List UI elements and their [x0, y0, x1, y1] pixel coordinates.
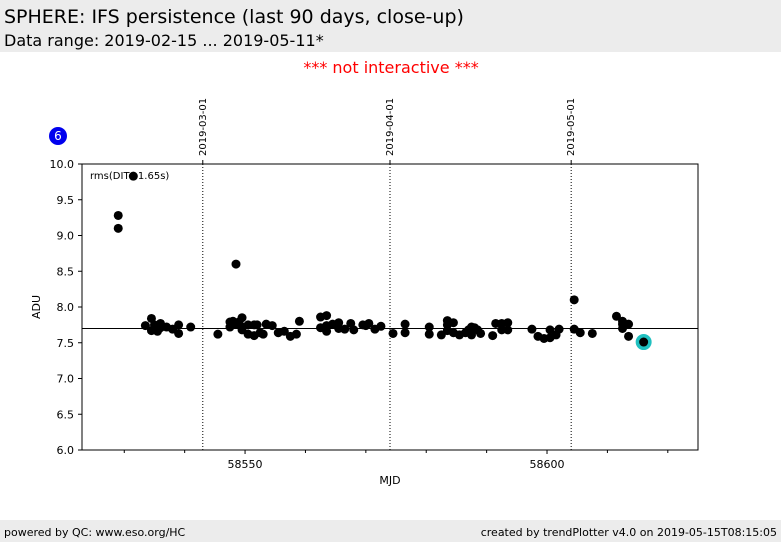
data-point [322, 311, 332, 321]
y-tick-label: 6.5 [57, 408, 75, 421]
data-point [140, 321, 150, 331]
data-point [128, 171, 138, 181]
data-point [174, 320, 184, 330]
data-point [527, 324, 537, 334]
data-point [448, 318, 458, 328]
data-point [267, 321, 277, 331]
y-tick-label: 6.0 [57, 444, 75, 457]
y-tick-label: 9.5 [57, 194, 75, 207]
data-point [545, 325, 555, 335]
rms-annotation: rms(DIT=1.65s) [90, 171, 169, 182]
data-point [291, 329, 301, 339]
data-range-subtitle: Data range: 2019-02-15 ... 2019-05-11* [4, 31, 324, 50]
page-title: SPHERE: IFS persistence (last 90 days, c… [4, 6, 464, 28]
data-point [488, 331, 498, 341]
y-tick-label: 8.5 [57, 265, 75, 278]
y-tick-label: 7.0 [57, 373, 75, 386]
x-tick-label: 58550 [228, 458, 263, 471]
count-badge [49, 127, 67, 145]
footer-created-by: created by trendPlotter v4.0 on 2019-05-… [480, 526, 777, 539]
x-tick-label: 58600 [530, 458, 565, 471]
data-point [503, 325, 513, 335]
data-point [364, 318, 374, 328]
count-badge-label: 6 [54, 129, 62, 143]
data-point [611, 311, 621, 321]
y-axis-label: ADU [30, 295, 43, 319]
data-point [575, 328, 585, 338]
y-tick-label: 7.5 [57, 337, 75, 350]
data-point [186, 322, 196, 332]
data-point [349, 325, 359, 335]
data-point [237, 313, 247, 323]
data-point [424, 329, 434, 339]
data-point [113, 223, 123, 233]
footer-powered-by: powered by QC: www.eso.org/HC [4, 526, 186, 539]
data-point [279, 326, 289, 336]
data-point [294, 316, 304, 326]
data-point [388, 328, 398, 338]
data-point [569, 295, 579, 305]
data-point [113, 210, 123, 220]
date-marker-label: 2019-03-01 [198, 98, 209, 156]
data-point [231, 259, 241, 269]
not-interactive-notice: *** not interactive *** [303, 58, 479, 77]
y-tick-label: 8.0 [57, 301, 75, 314]
data-point [624, 319, 634, 329]
data-point [476, 328, 486, 338]
y-tick-label: 10.0 [50, 158, 75, 171]
header-bar: SPHERE: IFS persistence (last 90 days, c… [0, 0, 781, 52]
data-point [639, 337, 649, 347]
data-point [400, 319, 410, 329]
persistence-scatter-chart: 6.0 6.5 7.0 7.5 8.0 8.5 9.0 9.5 10.0 58550 58600 MJ… [30, 98, 699, 487]
data-point [624, 331, 634, 341]
data-point [400, 328, 410, 338]
data-point [554, 324, 564, 334]
data-point [467, 330, 477, 340]
data-point [322, 326, 332, 336]
data-point [503, 318, 513, 328]
data-point [258, 329, 268, 339]
data-point [174, 328, 184, 338]
data-point [587, 328, 597, 338]
data-point [424, 322, 434, 332]
y-tick-label: 9.0 [57, 230, 75, 243]
data-point [213, 329, 223, 339]
footer-bar: powered by QC: www.eso.org/HC created by… [0, 520, 781, 542]
date-marker-label: 2019-05-01 [566, 98, 577, 156]
data-point [340, 324, 350, 334]
data-point [252, 320, 262, 330]
data-point [376, 321, 386, 331]
date-marker-label: 2019-04-01 [385, 98, 396, 156]
x-axis-label: MJD [379, 474, 400, 487]
